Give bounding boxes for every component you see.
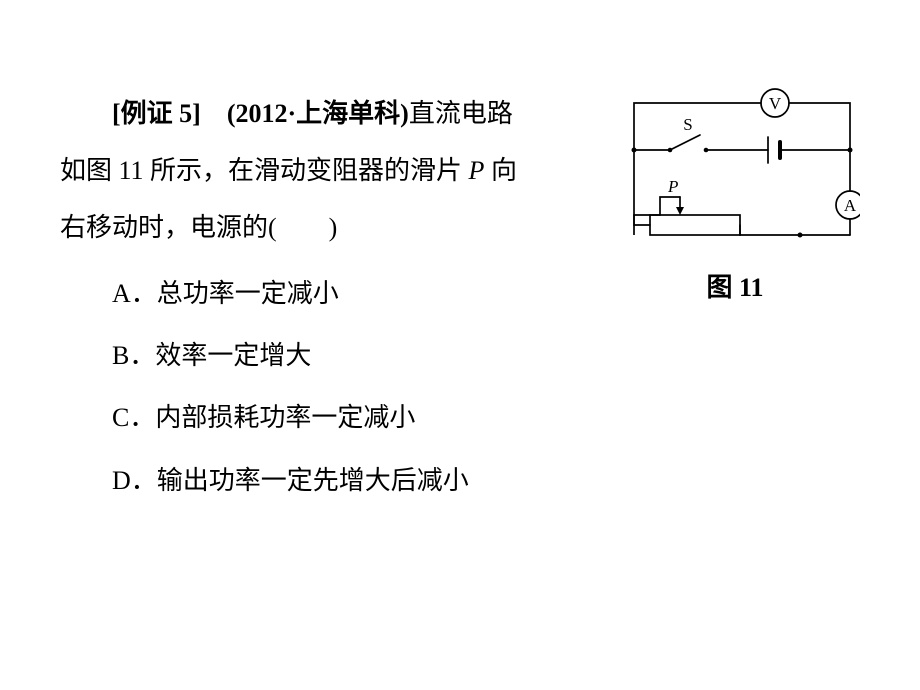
option-c: C．内部损耗功率一定减小 (112, 387, 860, 449)
stem-text-3: 右移动时，电源的( ) (60, 213, 337, 242)
example-label: [例证 5] (112, 99, 201, 128)
slider-variable: P (469, 156, 485, 185)
source-label: (2012·上海单科) (227, 99, 409, 128)
stem-text-1: 直流电路 (409, 99, 513, 128)
voltmeter-label: V (769, 94, 782, 113)
figure-caption: 图 11 (610, 267, 860, 304)
circuit-figure: V S (610, 85, 860, 304)
question-stem: [例证 5] (2012·上海单科)直流电路 如图 11 所示，在滑动变阻器的滑… (60, 85, 600, 257)
stem-text-2b: 向 (484, 156, 517, 185)
circuit-diagram: V S (610, 85, 860, 255)
slider-label: P (667, 177, 678, 196)
switch-label: S (683, 115, 692, 134)
stem-text-2: 如图 11 所示，在滑动变阻器的滑片 (60, 156, 469, 185)
option-d: D．输出功率一定先增大后减小 (112, 450, 860, 512)
ammeter-label: A (844, 196, 857, 215)
option-b: B．效率一定增大 (112, 325, 860, 387)
